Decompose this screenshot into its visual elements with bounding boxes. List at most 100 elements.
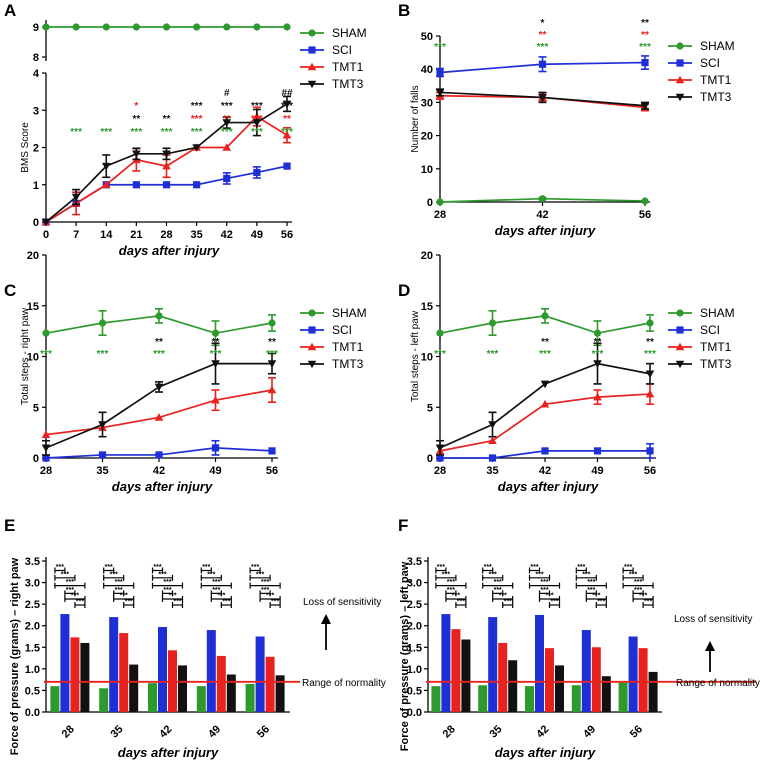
x-tick-label-b: 56 [639, 209, 651, 221]
point-sci-d [646, 447, 654, 455]
y-tick-label-c: 15 [27, 301, 39, 313]
y-tick-label-f: 2.0 [407, 621, 422, 633]
bar-tmt1-e [216, 655, 226, 712]
x-tick-label-b: 42 [536, 209, 548, 221]
significance-label-b: * [541, 18, 545, 29]
bar-sham-e [148, 683, 157, 712]
legend-marker-d [676, 309, 684, 317]
significance-label-e: *** [71, 592, 79, 599]
x-tick-label-e: 56 [255, 723, 272, 740]
x-tick-label-a: 21 [130, 229, 142, 241]
significance-label-f: *** [540, 579, 548, 586]
significance-label-c: *** [97, 349, 109, 360]
point-sham-b [436, 198, 444, 206]
legend-label-b: TMT3 [700, 90, 732, 104]
point-sham-b [641, 197, 649, 205]
y-tick-label-d: 5 [427, 402, 433, 414]
normality-label-e: Range of normality [302, 678, 386, 689]
panel-label-a: A [4, 1, 16, 20]
legend-marker-c [307, 360, 317, 369]
significance-label-f: *** [545, 592, 553, 599]
significance-label-e: *** [212, 587, 220, 594]
point-sci-a [223, 174, 231, 183]
bar-sci-f [581, 630, 591, 712]
significance-label-a: ** [223, 114, 231, 125]
significance-label-e: *** [76, 599, 84, 606]
point-tmt3-d [488, 421, 497, 429]
y-tick-label-b: 10 [421, 164, 433, 176]
y-tick-label-b: 40 [421, 64, 433, 76]
y-tick-label-d: 10 [421, 352, 433, 364]
point-sci-c [268, 447, 276, 455]
y-tick-label-a: 3 [33, 105, 39, 117]
significance-label-b: *** [537, 42, 549, 53]
point-tmt3-c [98, 421, 107, 429]
legend-label-d: SHAM [700, 306, 735, 320]
point-sci-d [488, 454, 497, 462]
x-tick-label-d: 42 [539, 465, 551, 477]
y-tick-label-d: 15 [421, 301, 433, 313]
point-tmt1-c [267, 385, 277, 394]
point-sham-a [72, 23, 80, 31]
significance-label-a: *** [221, 101, 233, 112]
point-sham-b [538, 195, 547, 203]
point-tmt1-c [41, 430, 51, 438]
y-tick-label-d: 20 [421, 250, 433, 262]
significance-label-f: *** [592, 592, 600, 599]
point-tmt3-d [645, 370, 655, 379]
significance-label-f: *** [494, 587, 502, 594]
point-sham-c [42, 329, 50, 337]
x-tick-label-b: 28 [434, 209, 446, 221]
bar-sham-e [50, 686, 60, 712]
x-tick-label-c: 56 [266, 465, 278, 477]
point-sham-a [283, 23, 291, 31]
point-sham-c [211, 329, 220, 337]
significance-label-b: *** [639, 42, 651, 53]
point-tmt3-a [71, 193, 81, 202]
y-tick-label-f: 0.5 [407, 685, 422, 697]
point-sham-a [42, 23, 50, 31]
significance-label-e: *** [202, 564, 210, 571]
point-tmt3-a [132, 150, 141, 159]
x-tick-label-d: 49 [591, 465, 603, 477]
x-tick-label-c: 42 [153, 465, 165, 477]
x-axis-title-f: days after injury [495, 745, 596, 760]
significance-label-f: *** [494, 579, 502, 586]
point-tmt3-b [640, 102, 650, 111]
x-tick-label-c: 35 [96, 465, 108, 477]
significance-label-a: # [224, 88, 230, 99]
y-tick-label-a: 0 [33, 217, 39, 229]
significance-label-a: *** [251, 127, 263, 138]
point-tmt3-d [540, 380, 550, 389]
significance-label-f: *** [550, 599, 558, 606]
significance-label-e: *** [115, 587, 123, 594]
legend-label-c: SHAM [332, 306, 367, 320]
significance-label-b: ** [539, 30, 547, 41]
point-tmt3-c [211, 360, 220, 368]
significance-label-f: *** [634, 587, 642, 594]
point-tmt3-a [41, 218, 51, 227]
significance-label-a: *** [191, 114, 203, 125]
x-tick-label-e: 49 [206, 723, 223, 740]
x-tick-label-f: 42 [534, 723, 551, 740]
significance-label-e: *** [153, 564, 161, 571]
point-tmt1-d [540, 399, 550, 408]
x-tick-label-c: 49 [209, 465, 221, 477]
significance-label-a: *** [281, 127, 293, 138]
y-axis-title-d: Total steps - left paw [410, 310, 421, 402]
point-tmt3-a [101, 162, 111, 171]
bar-tmt3-f [601, 676, 611, 712]
legend-label-a: TMT3 [332, 77, 364, 91]
x-tick-label-a: 49 [251, 229, 263, 241]
significance-label-c: *** [266, 349, 278, 360]
point-tmt3-c [267, 360, 277, 368]
point-sham-a [162, 23, 171, 31]
point-tmt1-c [154, 413, 164, 421]
significance-label-c: ** [212, 337, 220, 348]
x-axis-title-d: days after injury [498, 479, 599, 494]
legend-label-a: SCI [332, 43, 352, 57]
point-sham-a [253, 23, 261, 31]
y-tick-label-e: 1.0 [25, 664, 40, 676]
point-tmt1-a [222, 143, 232, 151]
y-tick-label-a: 1 [33, 180, 39, 192]
